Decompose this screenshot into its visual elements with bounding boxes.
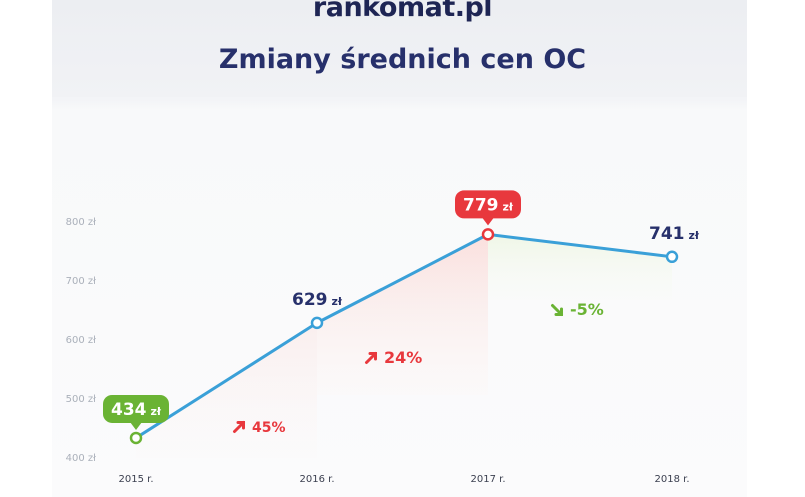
value-label: 434 zł <box>103 394 169 430</box>
badge-pointer <box>130 421 142 430</box>
change-percent: 24% <box>384 348 422 367</box>
arrow-up-right-icon <box>233 421 245 433</box>
data-point <box>481 228 495 241</box>
y-tick-label: 800 zł <box>66 217 97 228</box>
increase-shading <box>317 234 488 395</box>
y-tick-label: 600 zł <box>66 335 97 346</box>
x-tick-label: 2016 r. <box>300 474 335 485</box>
value-label: 629 zł <box>292 290 343 310</box>
y-tick-label: 400 zł <box>66 453 97 464</box>
header-panel <box>52 0 747 97</box>
series-line <box>135 232 673 440</box>
badge-pointer <box>482 217 494 226</box>
value-label-text: 434 zł <box>111 400 162 420</box>
x-tick-label: 2015 r. <box>119 474 154 485</box>
x-tick-label: 2017 r. <box>471 474 506 485</box>
y-tick-label: 500 zł <box>66 394 97 405</box>
value-label-text: 741 zł <box>649 224 700 244</box>
value-badge <box>103 394 169 423</box>
data-point <box>665 250 679 264</box>
value-badge <box>455 190 521 219</box>
chart-title: Zmiany średnich cen OC <box>218 44 587 75</box>
data-point <box>129 431 143 445</box>
rankomat-logo: rankomat.pl <box>312 0 493 23</box>
value-label: 741 zł <box>649 224 700 244</box>
change-percent: -5% <box>570 300 604 319</box>
data-point <box>310 316 324 330</box>
value-label-text: 629 zł <box>292 290 343 310</box>
increase-shading <box>136 322 317 458</box>
arrow-up-right-icon <box>365 352 377 364</box>
arrow-down-right-icon <box>551 304 563 316</box>
x-tick-label: 2018 r. <box>655 474 690 485</box>
value-label-text: 779 zł <box>463 195 514 215</box>
value-label: 779 zł <box>455 190 521 226</box>
change-indicator: 24% <box>365 348 422 367</box>
change-percent: 45% <box>252 420 286 436</box>
change-indicator: 45% <box>233 420 286 436</box>
decrease-shading <box>488 234 672 300</box>
y-tick-label: 700 zł <box>66 276 97 287</box>
change-indicator: -5% <box>551 300 604 319</box>
